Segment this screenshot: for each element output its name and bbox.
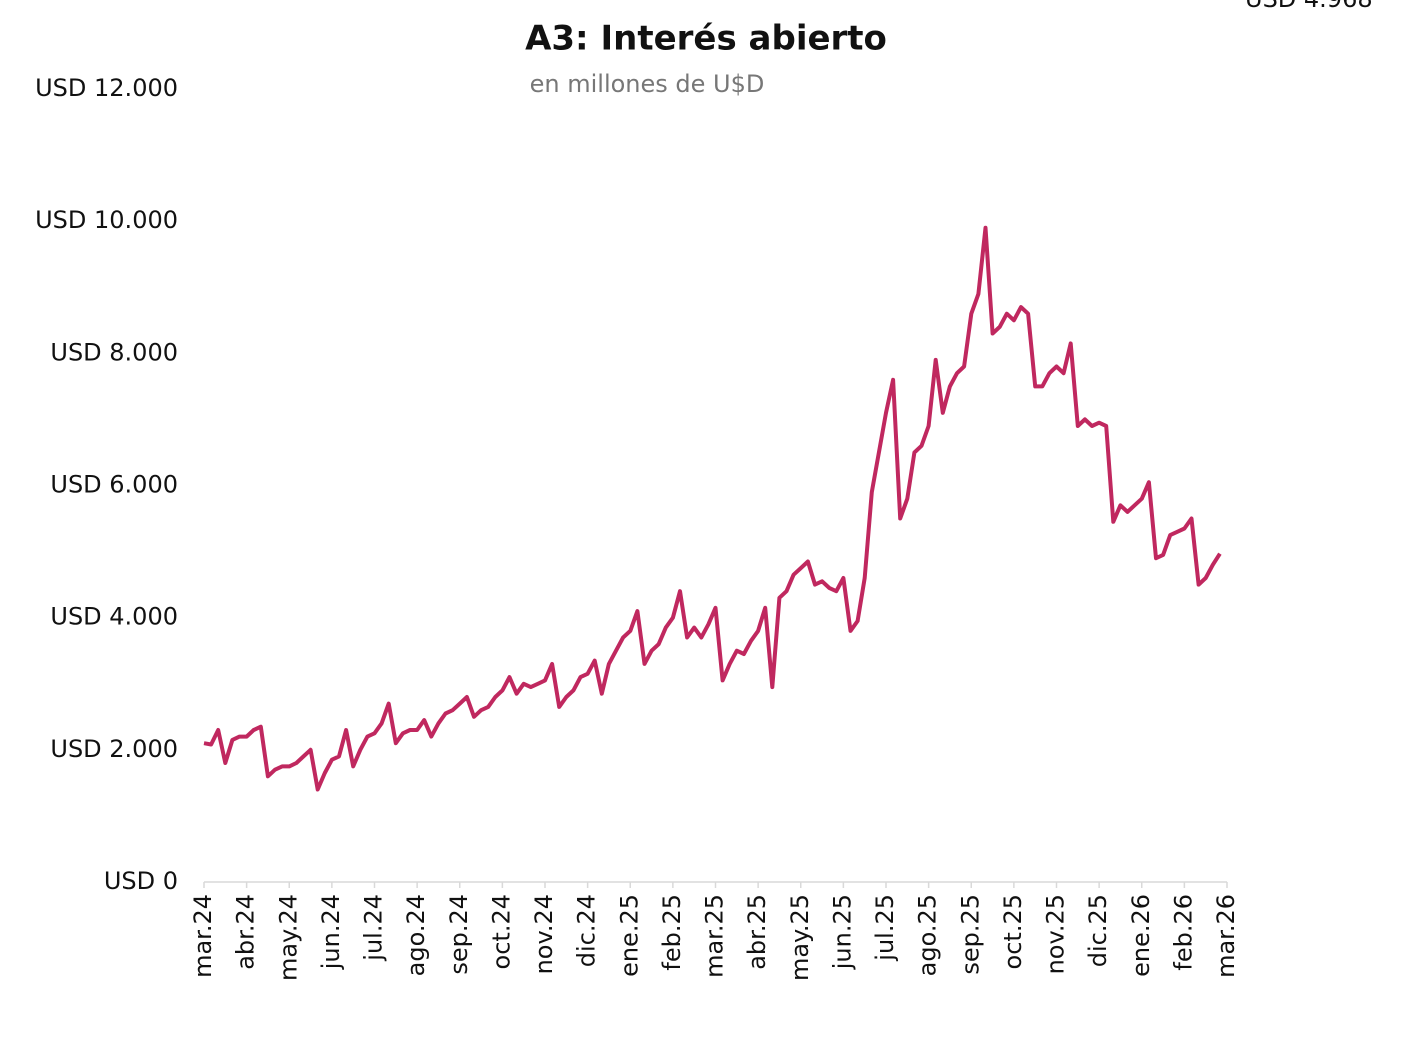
y-tick-label: USD 2.000 bbox=[50, 735, 178, 763]
x-tick-label: mar.25 bbox=[701, 894, 729, 978]
x-tick-label: mar.24 bbox=[189, 894, 217, 978]
x-tick-label: may.24 bbox=[274, 894, 302, 981]
x-tick-label: dic.25 bbox=[1084, 894, 1112, 967]
x-tick-label: abr.24 bbox=[232, 894, 260, 970]
x-tick-label: nov.24 bbox=[530, 894, 558, 974]
x-tick-label: dic.24 bbox=[573, 894, 601, 967]
chart-title: A3: Interés abierto bbox=[525, 19, 887, 59]
chart-subtitle: en millones de U$D bbox=[530, 70, 765, 98]
x-tick-label: mar.26 bbox=[1212, 894, 1240, 978]
x-tick-label: ago.25 bbox=[914, 894, 942, 976]
x-tick-label: jun.25 bbox=[828, 894, 856, 970]
data-label: USD 4.968 bbox=[1245, 0, 1373, 13]
x-tick-label: jul.25 bbox=[871, 894, 899, 962]
x-tick-label: nov.25 bbox=[1042, 894, 1070, 974]
x-tick-label: ago.24 bbox=[402, 894, 430, 976]
x-tick-label: ene.25 bbox=[615, 894, 643, 977]
x-tick-label: may.25 bbox=[786, 894, 814, 981]
x-tick-label: ene.26 bbox=[1127, 894, 1155, 977]
x-tick-label: feb.25 bbox=[658, 894, 686, 971]
y-tick-label: USD 6.000 bbox=[50, 471, 178, 499]
x-tick-label: oct.25 bbox=[999, 894, 1027, 969]
x-tick-label: oct.24 bbox=[487, 894, 515, 969]
y-tick-label: USD 0 bbox=[104, 867, 178, 895]
line-series bbox=[203, 225, 1222, 792]
y-tick-label: USD 10.000 bbox=[35, 206, 178, 234]
x-tick-label: jul.24 bbox=[360, 894, 388, 962]
y-tick-label: USD 12.000 bbox=[35, 74, 178, 102]
x-tick-label: sep.25 bbox=[956, 894, 984, 975]
y-tick-label: USD 4.000 bbox=[50, 603, 178, 631]
x-tick-label: sep.24 bbox=[445, 894, 473, 975]
y-tick-label: USD 8.000 bbox=[50, 338, 178, 366]
x-tick-label: jun.24 bbox=[317, 894, 345, 970]
x-tick-label: abr.25 bbox=[743, 894, 771, 970]
x-tick-label: feb.26 bbox=[1169, 894, 1197, 971]
